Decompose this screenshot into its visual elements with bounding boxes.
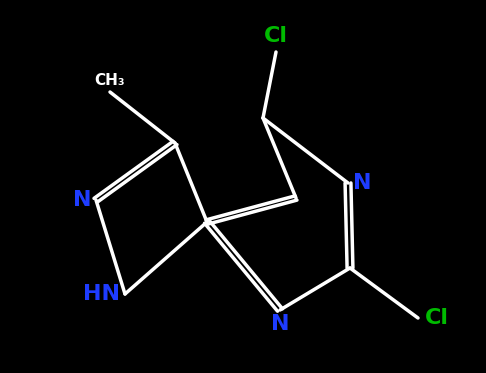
Text: N: N <box>353 173 371 193</box>
Text: Cl: Cl <box>264 26 288 46</box>
Text: CH₃: CH₃ <box>95 73 125 88</box>
Text: N: N <box>271 314 289 334</box>
Text: N: N <box>72 190 91 210</box>
Text: Cl: Cl <box>425 308 449 328</box>
Text: HN: HN <box>83 284 120 304</box>
